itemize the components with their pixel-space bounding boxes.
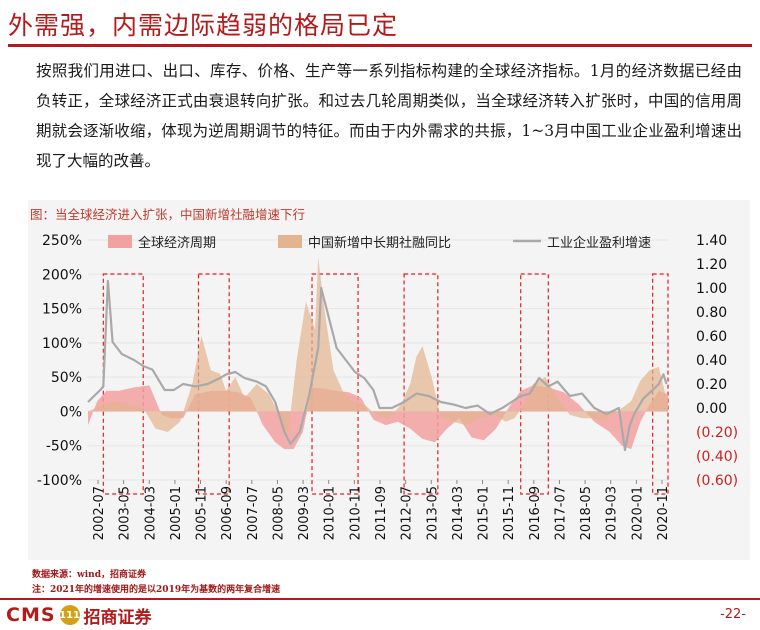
x-tick-label: 2015-11 xyxy=(502,486,517,540)
credit-area xyxy=(88,257,668,439)
y-left-tick-label: 100% xyxy=(42,336,82,352)
legend-credit-label: 中国新增中长期社融同比 xyxy=(308,235,451,251)
footnote: 注：2021年的增速使用的是以2019年为基数的两年复合增速 xyxy=(32,585,281,595)
logo-text-en: CMS xyxy=(6,604,56,626)
y-right-tick-label: 0.60 xyxy=(696,329,727,345)
legend-global-cycle-label: 全球经济周期 xyxy=(138,235,216,251)
x-tick-label: 2012-07 xyxy=(400,486,415,540)
y-right-tick-label: 1.00 xyxy=(696,281,727,297)
x-tick-label: 2013-05 xyxy=(425,486,440,540)
y-left-tick-label: -50% xyxy=(46,439,82,455)
x-tick-label: 2010-11 xyxy=(348,486,363,540)
x-tick-label: 2020-11 xyxy=(656,486,671,540)
series-areas xyxy=(88,257,668,450)
x-tick-label: 2015-01 xyxy=(477,486,492,540)
x-tick-label: 2017-07 xyxy=(553,486,568,540)
x-tick-label: 2009-03 xyxy=(297,486,312,540)
y-left-tick-label: -100% xyxy=(37,473,82,489)
x-tick-label: 2016-09 xyxy=(528,486,543,540)
x-tick-label: 2006-09 xyxy=(220,486,235,540)
legend-credit-swatch xyxy=(278,235,302,248)
x-tick-label: 2003-05 xyxy=(118,486,133,540)
x-tick-label: 2011-09 xyxy=(374,486,389,540)
chart-title: 图：当全球经济进入扩张，中国新增社融增速下行 xyxy=(30,207,306,222)
x-tick-label: 2004-03 xyxy=(143,486,158,540)
axes: 250% 200% 150% 100% 50% 0% -50% -100% 1.40 1.20 1.… xyxy=(37,233,738,540)
profit-growth-line xyxy=(87,279,668,452)
legend: 全球经济周期 中国新增中长期社融同比 工业企业盈利增速 xyxy=(108,235,651,251)
page-title: 外需强，内需边际趋弱的格局已定 xyxy=(8,11,399,40)
chart-background xyxy=(28,200,750,560)
expansion-period-box xyxy=(403,273,439,495)
y-right-tick-label: 0.00 xyxy=(696,401,727,417)
y-right-tick-label: (0.40) xyxy=(696,449,738,465)
x-tick-label: 2010-01 xyxy=(323,486,338,540)
expansion-period-box xyxy=(197,273,230,495)
x-tick-label: 2002-07 xyxy=(92,486,107,540)
x-tick-label: 2019-03 xyxy=(605,486,620,540)
chart: 250% 200% 150% 100% 50% 0% -50% -100% 1.40 1.20 1.… xyxy=(28,200,750,560)
legend-global-cycle-swatch xyxy=(108,235,132,248)
y-left-tick-label: 250% xyxy=(42,233,82,249)
x-tick-label: 2005-11 xyxy=(195,486,210,540)
x-tick-label: 2007-07 xyxy=(246,486,261,540)
y-right-tick-label: 0.80 xyxy=(696,305,727,321)
y-left-tick-label: 0% xyxy=(60,404,82,420)
title-divider xyxy=(8,44,752,47)
y-right-tick-label: 1.40 xyxy=(696,233,727,249)
logo-badge-icon: 111 xyxy=(59,605,80,625)
legend-profit-label: 工业企业盈利增速 xyxy=(547,235,651,251)
logo-text-cn: 招商证券 xyxy=(83,607,152,628)
y-left-tick-label: 150% xyxy=(42,302,82,318)
x-tick-label: 2008-05 xyxy=(271,486,286,540)
y-right-tick-label: (0.20) xyxy=(696,425,738,441)
x-tick-label: 2020-01 xyxy=(630,486,645,540)
page-number: -22- xyxy=(720,607,746,622)
y-right-tick-label: 1.20 xyxy=(696,257,727,273)
data-source: 数据来源：wind，招商证券 xyxy=(32,570,147,580)
y-left-tick-label: 50% xyxy=(51,370,82,386)
y-right-tick-label: 0.20 xyxy=(696,377,727,393)
footer-divider xyxy=(0,598,760,600)
body-paragraph: 按照我们用进口、出口、库存、价格、生产等一系列指标构建的全球经济指标。1月的经济… xyxy=(36,62,742,170)
y-left-tick-label: 200% xyxy=(42,267,82,283)
x-tick-label: 2005-01 xyxy=(169,486,184,540)
x-tick-label: 2014-03 xyxy=(451,486,466,540)
expansion-period-box xyxy=(520,273,549,495)
y-right-tick-label: 0.40 xyxy=(696,353,727,369)
company-logo: CMS 111 招商证券 xyxy=(6,604,152,628)
series-lines xyxy=(87,279,668,452)
y-right-tick-label: (0.60) xyxy=(696,473,738,489)
x-tick-label: 2018-05 xyxy=(579,486,594,540)
